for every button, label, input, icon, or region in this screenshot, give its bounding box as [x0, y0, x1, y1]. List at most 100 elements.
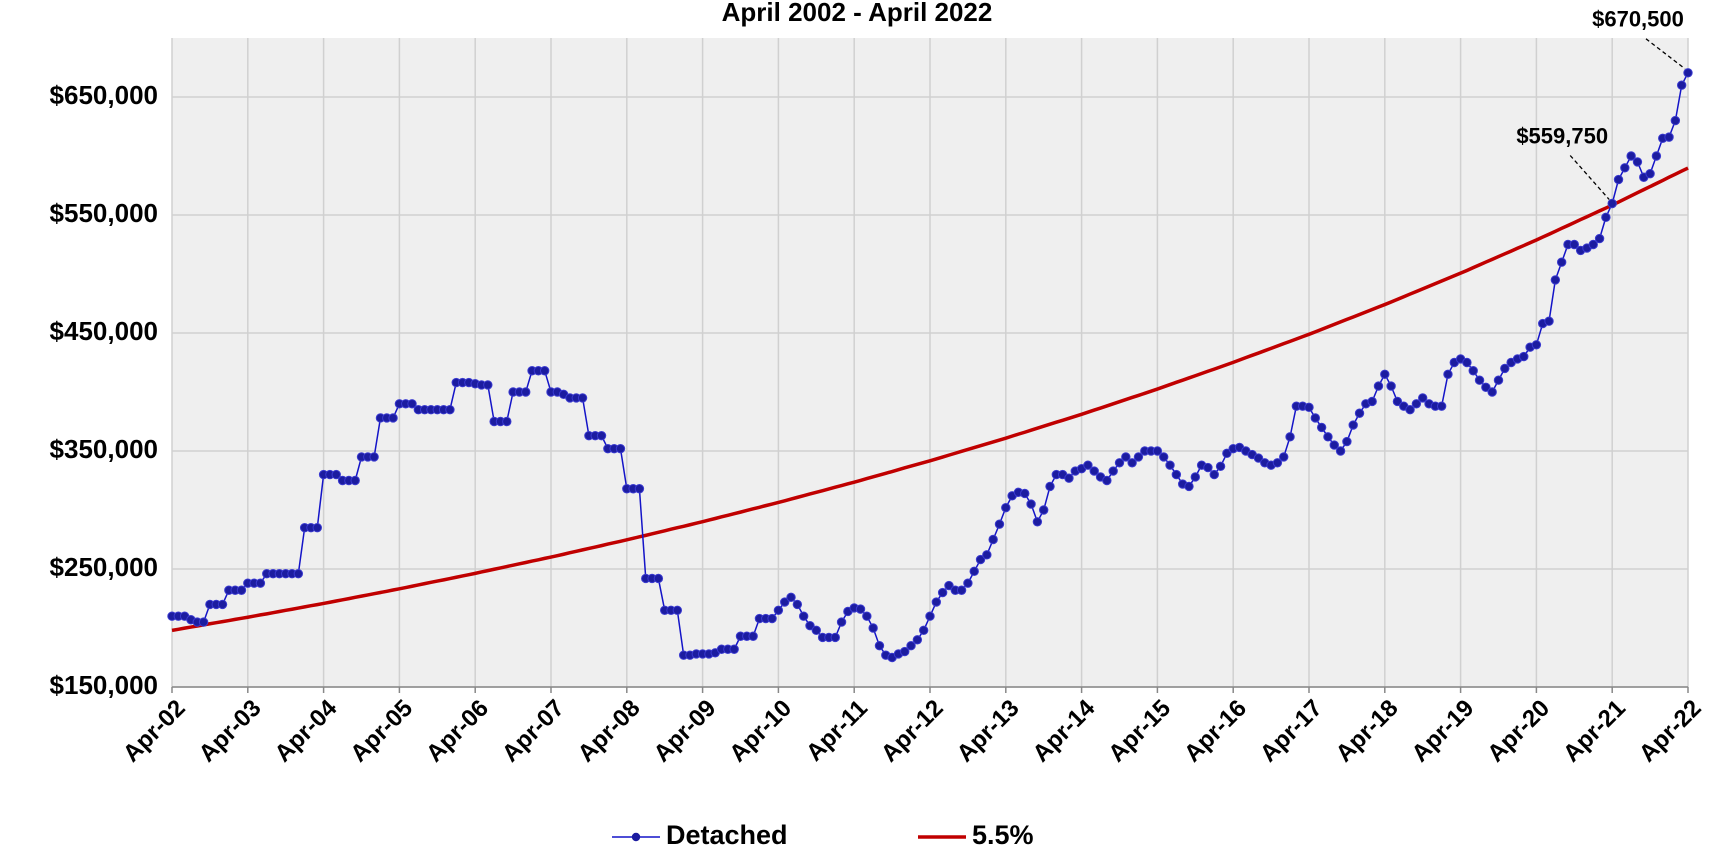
data-point: [773, 605, 784, 615]
data-point: [1405, 405, 1415, 415]
data-point: [1253, 453, 1264, 463]
data-point: [1620, 163, 1630, 173]
x-tick-label: Apr-13: [952, 695, 1025, 768]
data-point: [994, 519, 1005, 529]
data-point: [1335, 446, 1346, 456]
data-point: [1481, 382, 1491, 392]
data-point: [198, 617, 209, 627]
data-point: [1683, 68, 1693, 78]
data-point: [217, 599, 228, 610]
data-point: [975, 554, 986, 565]
data-point: [969, 566, 979, 577]
data-point: [1045, 481, 1055, 492]
data-point: [1392, 396, 1403, 407]
data-point: [1127, 458, 1137, 468]
data-point: [982, 550, 992, 560]
data-point: [937, 587, 948, 598]
legend-label: 5.5%: [972, 820, 1034, 850]
annotation-leader: [1569, 155, 1610, 200]
x-tick-label: Apr-04: [269, 694, 342, 767]
x-tick-label: Apr-21: [1558, 695, 1631, 768]
x-tick-label: Apr-02: [118, 695, 191, 768]
x-tick-label: Apr-16: [1179, 695, 1252, 768]
data-point: [931, 597, 942, 607]
data-point: [1083, 460, 1093, 470]
data-point: [1121, 452, 1131, 462]
data-point: [944, 580, 954, 591]
data-point: [1462, 357, 1472, 368]
data-point: [1632, 157, 1643, 167]
data-point: [312, 523, 322, 533]
data-point: [1607, 198, 1617, 209]
data-point: [1089, 466, 1099, 476]
data-point: [918, 625, 929, 636]
data-point: [255, 578, 266, 588]
data-point: [1468, 366, 1478, 376]
data-point: [925, 611, 935, 621]
x-tick-label: Apr-20: [1482, 695, 1555, 768]
data-point: [1676, 80, 1687, 90]
data-point: [1436, 401, 1447, 411]
x-tick-label: Apr-18: [1331, 695, 1404, 768]
x-tick-label: Apr-15: [1103, 695, 1176, 768]
data-point: [1651, 151, 1662, 161]
data-point: [862, 611, 872, 621]
legend-label: Detached: [666, 820, 788, 850]
data-point: [445, 405, 455, 415]
data-point: [502, 416, 512, 427]
data-point: [1133, 452, 1144, 462]
data-point: [236, 585, 247, 595]
data-point: [388, 413, 398, 423]
data-point: [1670, 115, 1681, 126]
data-point: [672, 605, 683, 615]
data-point: [1594, 233, 1605, 244]
data-label: $559,750: [1516, 123, 1608, 148]
data-point: [1209, 469, 1219, 480]
data-point: [1001, 502, 1011, 513]
data-point: [1020, 488, 1030, 499]
data-point: [577, 393, 588, 403]
data-point: [811, 625, 821, 636]
data-point: [1411, 399, 1422, 409]
data-point: [1386, 381, 1396, 391]
data-point: [1203, 462, 1213, 473]
data-point: [1329, 440, 1339, 450]
data-point: [1039, 505, 1049, 515]
data-label: $670,500: [1592, 7, 1684, 32]
x-tick-label: Apr-08: [573, 695, 646, 768]
data-point: [1519, 351, 1529, 362]
data-point: [874, 641, 885, 651]
data-point: [1556, 257, 1567, 267]
data-point: [868, 623, 878, 633]
x-tick-label: Apr-22: [1634, 695, 1707, 768]
data-point: [906, 641, 916, 651]
data-point: [836, 617, 847, 627]
x-tick-label: Apr-05: [345, 695, 418, 768]
data-point: [1531, 340, 1542, 350]
y-tick-label: $150,000: [50, 670, 158, 700]
data-point: [1184, 481, 1194, 492]
data-point: [1613, 174, 1624, 185]
data-point: [483, 380, 493, 390]
data-point: [780, 597, 790, 607]
data-point: [912, 635, 923, 645]
data-point: [798, 611, 809, 621]
data-point: [1443, 369, 1453, 379]
data-point: [900, 646, 910, 657]
data-point: [1323, 432, 1333, 442]
annotation-leader: [1645, 38, 1686, 70]
data-point: [1487, 387, 1497, 397]
data-point: [1645, 169, 1655, 179]
data-point: [1348, 420, 1358, 430]
data-point: [1474, 375, 1485, 385]
data-point: [1588, 239, 1598, 250]
data-point: [1152, 446, 1163, 456]
data-point: [1108, 466, 1118, 476]
data-point: [1316, 422, 1327, 433]
data-point: [963, 578, 973, 588]
data-point: [539, 366, 550, 376]
data-point: [1373, 381, 1384, 391]
data-point: [1064, 473, 1074, 483]
data-point: [805, 620, 815, 631]
